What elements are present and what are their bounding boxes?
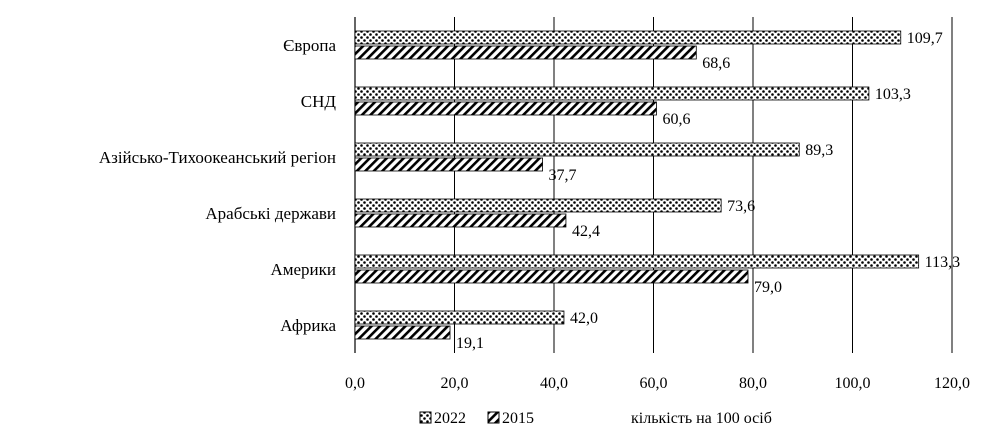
- x-tick-label: 20,0: [441, 375, 469, 392]
- bar-2022-5: [354, 310, 565, 325]
- category-label: Америки: [270, 260, 336, 279]
- x-tick-label: 100,0: [835, 375, 871, 392]
- axis-note: кількість на 100 осіб: [631, 410, 772, 427]
- bars: [354, 30, 920, 340]
- bar-2015-0: [354, 45, 697, 60]
- data-label-2022: 42,0: [570, 310, 598, 327]
- x-tick-label: 80,0: [739, 375, 767, 392]
- gridlines: [354, 17, 953, 353]
- data-label-2015: 19,1: [456, 335, 484, 352]
- legend: 2022 2015 кількість на 100 осіб: [419, 410, 772, 427]
- legend-label-2015: 2015: [502, 410, 534, 427]
- data-label-2015: 42,4: [572, 223, 600, 240]
- data-label-2015: 68,6: [702, 55, 730, 72]
- category-label: Азійсько-Тихоокеанський регіон: [99, 148, 336, 167]
- category-label: Арабські держави: [205, 204, 336, 223]
- legend-swatch-2022: [419, 411, 432, 424]
- bar-2015-5: [354, 325, 451, 340]
- data-label-2015: 37,7: [549, 167, 577, 184]
- x-tick-label: 60,0: [640, 375, 668, 392]
- bar-2015-2: [354, 157, 543, 172]
- x-tick-label: 0,0: [345, 375, 365, 392]
- bar-2022-2: [354, 142, 800, 157]
- bar-2015-4: [354, 269, 749, 284]
- legend-swatch-2015: [487, 411, 500, 424]
- bar-2022-0: [354, 30, 902, 45]
- data-label-2022: 113,3: [925, 254, 960, 271]
- data-label-2022: 103,3: [875, 86, 911, 103]
- legend-label-2022: 2022: [434, 410, 466, 427]
- bar-2015-3: [354, 213, 567, 228]
- bar-2015-1: [354, 101, 657, 116]
- bar-2022-1: [354, 86, 870, 101]
- bar-2022-4: [354, 254, 920, 269]
- data-label-2015: 79,0: [754, 279, 782, 296]
- labels: 0,0 20,0 40,0 60,0 80,0 100,0 120,0 Європа 109,7…: [99, 30, 970, 392]
- data-label-2022: 109,7: [907, 30, 943, 47]
- bar-2022-3: [354, 198, 722, 213]
- x-tick-label: 120,0: [934, 375, 970, 392]
- x-tick-label: 40,0: [540, 375, 568, 392]
- data-label-2022: 89,3: [805, 142, 833, 159]
- category-label: Європа: [283, 36, 336, 55]
- category-label: СНД: [301, 92, 337, 111]
- data-label-2015: 60,6: [662, 111, 690, 128]
- category-label: Африка: [280, 316, 336, 335]
- data-label-2022: 73,6: [727, 198, 755, 215]
